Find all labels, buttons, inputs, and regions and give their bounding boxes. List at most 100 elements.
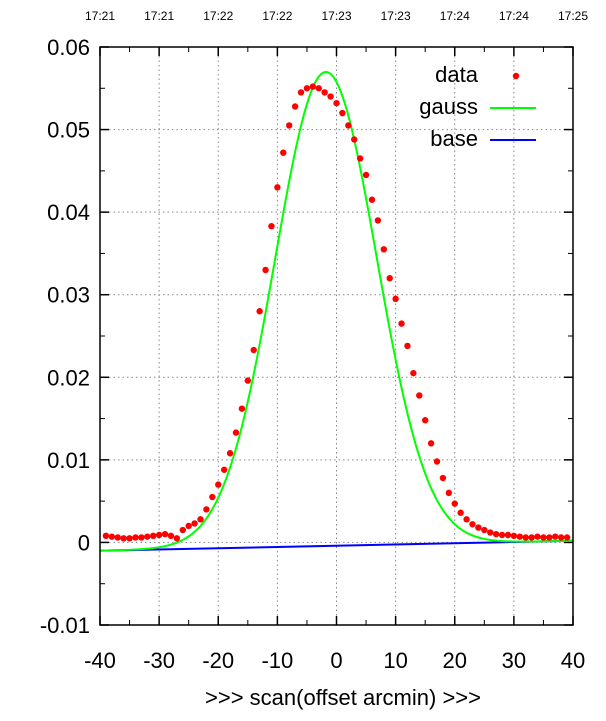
data-point	[173, 535, 181, 542]
top-time-label: 17:23	[381, 9, 411, 23]
y-tick-label: 0.05	[47, 118, 90, 143]
data-point	[386, 275, 393, 282]
data-point	[280, 149, 287, 156]
data-point	[427, 440, 435, 447]
x-axis-ticks: -40 -30 -20 -10 0 10 20 30 40	[84, 47, 585, 673]
data-point	[197, 516, 204, 523]
data-point	[356, 155, 364, 162]
data-point	[274, 184, 281, 191]
x-tick-label: -40	[84, 648, 116, 673]
data-point	[516, 533, 523, 540]
data-point	[368, 196, 376, 203]
data-point	[487, 529, 494, 536]
top-time-label: 17:22	[262, 9, 292, 23]
data-point	[392, 295, 399, 303]
data-point	[209, 493, 216, 501]
data-point	[108, 533, 116, 540]
data-point	[563, 534, 571, 541]
data-point	[451, 500, 458, 507]
y-tick-label: -0.01	[40, 613, 90, 638]
base-series	[99, 539, 574, 552]
data-series	[102, 83, 571, 542]
data-point	[522, 534, 529, 541]
plot-frame	[99, 46, 574, 626]
data-point	[416, 392, 423, 399]
base-line	[99, 539, 574, 552]
legend-label-data: data	[435, 62, 479, 87]
data-point	[351, 136, 358, 143]
top-time-label: 17:24	[440, 9, 470, 23]
data-point	[120, 535, 127, 542]
x-tick-label: 10	[383, 648, 407, 673]
data-point	[167, 532, 175, 540]
data-point	[179, 526, 186, 534]
data-point	[510, 532, 518, 540]
data-point	[144, 533, 151, 540]
grid	[100, 47, 573, 625]
data-point	[504, 531, 512, 539]
data-point	[286, 122, 293, 129]
y-tick-label: 0.06	[47, 35, 90, 60]
data-point	[481, 526, 488, 534]
x-tick-label: 0	[330, 648, 342, 673]
data-point	[546, 534, 553, 541]
top-time-label: 17:24	[499, 9, 529, 23]
y-tick-label: 0.04	[47, 200, 90, 225]
data-point	[557, 534, 565, 541]
top-time-label: 17:25	[558, 9, 588, 23]
data-point	[345, 122, 352, 129]
data-point	[410, 369, 417, 377]
data-point	[463, 516, 470, 523]
data-point	[150, 532, 157, 540]
data-point	[132, 534, 139, 541]
data-point	[102, 532, 110, 540]
top-time-labels: 17:21 17:21 17:22 17:22 17:23 17:23 17:24 17:24…	[85, 9, 588, 23]
data-point	[232, 429, 240, 436]
data-point	[161, 530, 169, 538]
y-axis-ticks: -0.01 0 0.01 0.02 0.03 0.04 0.05 0.06	[40, 35, 573, 638]
legend-marker-data	[512, 72, 520, 80]
x-tick-label: -30	[143, 648, 175, 673]
legend-label-base: base	[430, 126, 478, 151]
data-point	[339, 109, 346, 117]
data-point	[138, 534, 145, 541]
data-point	[327, 93, 334, 100]
data-point	[226, 450, 234, 457]
gauss-curve	[99, 70, 574, 552]
x-tick-label: -20	[202, 648, 234, 673]
y-tick-label: 0.03	[47, 283, 90, 308]
gauss-series	[99, 70, 574, 552]
data-point	[475, 524, 482, 531]
top-time-label: 17:22	[203, 9, 233, 23]
data-point	[262, 266, 269, 274]
legend-label-gauss: gauss	[419, 94, 478, 119]
x-tick-label: 20	[443, 648, 467, 673]
data-point	[250, 346, 257, 354]
data-point	[552, 533, 559, 540]
data-point	[457, 509, 464, 516]
data-point	[268, 222, 275, 230]
data-point	[114, 534, 121, 541]
top-time-label: 17:21	[85, 9, 115, 23]
legend: data gauss base	[419, 62, 536, 151]
data-point	[126, 535, 133, 542]
data-point	[303, 85, 311, 92]
data-point	[215, 481, 222, 488]
data-point	[433, 458, 441, 465]
data-point	[540, 534, 547, 541]
data-point	[362, 171, 370, 179]
data-point	[380, 246, 387, 253]
data-point	[309, 83, 317, 90]
data-point	[256, 308, 263, 315]
data-point	[534, 533, 541, 540]
x-tick-label: -10	[261, 648, 293, 673]
data-point	[374, 217, 382, 224]
top-time-label: 17:21	[144, 9, 174, 23]
data-point	[244, 377, 252, 384]
data-point	[333, 99, 340, 107]
x-tick-label: 30	[502, 648, 526, 673]
y-tick-label: 0	[78, 530, 90, 555]
data-point	[445, 489, 453, 497]
top-time-label: 17:23	[321, 9, 351, 23]
